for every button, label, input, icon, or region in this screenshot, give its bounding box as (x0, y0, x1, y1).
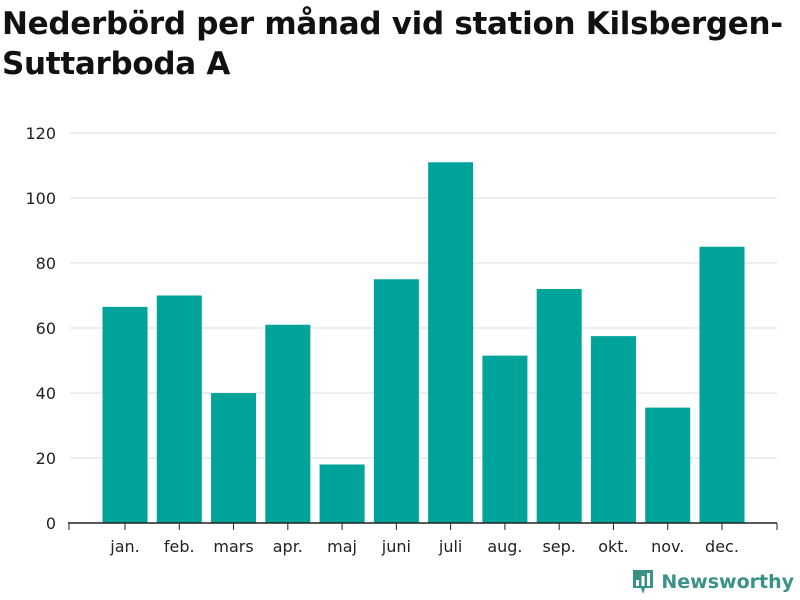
bar-mars (211, 393, 257, 523)
bar-feb (156, 295, 202, 523)
y-tick-label: 120 (25, 124, 56, 143)
x-tick-label: juli (438, 537, 462, 556)
bar-aug (482, 355, 528, 523)
bar-nov (645, 407, 691, 523)
bar-juli (428, 162, 474, 523)
bar-juni (373, 279, 419, 523)
x-tick-label: jan. (109, 537, 139, 556)
x-tick-label: aug. (487, 537, 522, 556)
x-tick-label: sep. (542, 537, 575, 556)
x-tick-label: dec. (705, 537, 739, 556)
x-tick-label: okt. (598, 537, 628, 556)
x-tick-label: mars (213, 537, 253, 556)
bars (102, 162, 745, 523)
x-tick-label: nov. (651, 537, 684, 556)
y-tick-label: 20 (36, 449, 56, 468)
chart-title: Nederbörd per månad vid station Kilsberg… (2, 6, 783, 82)
bar-okt (590, 336, 636, 523)
x-tick-labels: jan. feb. mars apr. maj juni juli aug. sep. okt. n… (109, 537, 739, 556)
x-tick-label: feb. (164, 537, 195, 556)
y-tick-label: 0 (46, 514, 56, 533)
axes (68, 522, 778, 530)
bar-sep (536, 289, 582, 523)
bar-apr (265, 324, 311, 523)
x-tick-label: juni (381, 537, 411, 556)
x-tick-label: maj (327, 537, 357, 556)
brand-logo: Newsworthy (631, 568, 794, 596)
bar-dec (699, 246, 745, 523)
x-tick-label: apr. (273, 537, 303, 556)
y-tick-label: 60 (36, 319, 56, 338)
y-tick-labels: 0 20 40 60 80 100 120 (25, 124, 56, 533)
bar-maj (319, 464, 365, 523)
bar-jan (102, 306, 148, 523)
bar-chart-speech-bubble-icon (633, 570, 654, 594)
brand-name: Newsworthy (661, 571, 794, 593)
y-tick-label: 80 (36, 254, 56, 273)
y-tick-label: 40 (36, 384, 56, 403)
y-tick-label: 100 (25, 189, 56, 208)
